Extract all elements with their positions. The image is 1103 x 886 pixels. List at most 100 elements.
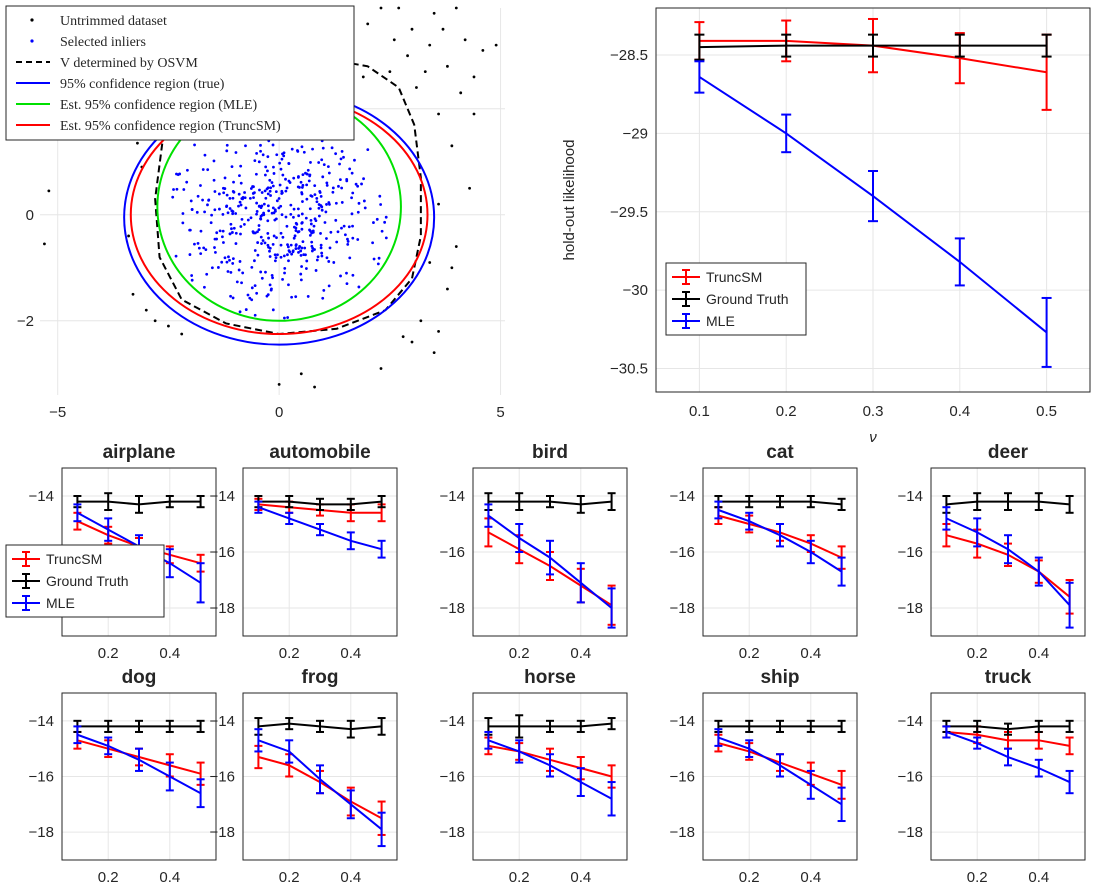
- inlier-point: [270, 273, 274, 277]
- inlier-point: [213, 246, 216, 249]
- inlier-point: [250, 286, 254, 290]
- x-tick-label: 0.4: [800, 645, 821, 662]
- inlier-point: [363, 206, 367, 210]
- inlier-point: [251, 185, 254, 188]
- inlier-point: [335, 240, 339, 244]
- y-tick-label: −16: [29, 769, 54, 786]
- inlier-point: [266, 232, 270, 235]
- inlier-point: [281, 173, 285, 177]
- inlier-point: [297, 250, 300, 254]
- inlier-point: [299, 278, 303, 282]
- inlier-point: [311, 246, 315, 250]
- inlier-point: [214, 250, 217, 254]
- x-tick-label: 0.2: [967, 869, 988, 886]
- outlier-point: [428, 261, 432, 264]
- inlier-point: [283, 316, 286, 320]
- inlier-point: [300, 186, 304, 189]
- inlier-point: [268, 249, 271, 253]
- inlier-point: [290, 252, 294, 256]
- panel-title: bird: [532, 442, 568, 463]
- inlier-point: [266, 219, 270, 223]
- inlier-point: [265, 294, 269, 298]
- inlier-point: [279, 204, 283, 208]
- inlier-point: [263, 189, 267, 193]
- outlier-point: [437, 329, 440, 333]
- inlier-point: [271, 242, 275, 246]
- inlier-point: [257, 224, 261, 227]
- inlier-point: [305, 197, 309, 201]
- legend-label: MLE: [46, 595, 75, 611]
- inlier-point: [353, 158, 356, 162]
- inlier-point: [231, 196, 235, 200]
- inlier-point: [339, 274, 342, 278]
- inlier-point: [226, 270, 230, 273]
- x-tick-label: −5: [49, 404, 66, 421]
- inlier-point: [261, 239, 265, 242]
- outlier-point: [410, 27, 414, 31]
- inlier-point: [277, 197, 281, 200]
- panel-title: deer: [988, 442, 1029, 463]
- inlier-point: [267, 236, 270, 240]
- inlier-point: [276, 253, 279, 257]
- inlier-point: [318, 191, 322, 194]
- inlier-point: [250, 265, 254, 269]
- outlier-point: [494, 43, 498, 47]
- inlier-point: [321, 146, 325, 150]
- inlier-point: [262, 213, 266, 217]
- inlier-point: [293, 234, 297, 238]
- inlier-point: [263, 173, 267, 177]
- outlier-point: [388, 70, 392, 74]
- inlier-point: [300, 227, 304, 231]
- inlier-point: [304, 253, 307, 257]
- inlier-point: [284, 177, 287, 181]
- inlier-point: [310, 249, 314, 253]
- outlier-point: [131, 292, 135, 296]
- inlier-point: [225, 143, 229, 147]
- legend-label: Est. 95% confidence region (MLE): [60, 98, 257, 113]
- inlier-point: [345, 177, 349, 181]
- inlier-point: [248, 296, 252, 300]
- inlier-point: [267, 209, 271, 213]
- x-tick-label: 0.4: [800, 869, 821, 886]
- x-tick-label: 0.4: [340, 869, 361, 886]
- inlier-point: [308, 207, 312, 211]
- inlier-point: [232, 190, 236, 194]
- inlier-point: [255, 212, 258, 216]
- outlier-point: [428, 43, 432, 47]
- inlier-point: [300, 191, 304, 194]
- inlier-point: [268, 189, 272, 193]
- inlier-point: [249, 216, 253, 220]
- inlier-point: [190, 274, 194, 277]
- inlier-point: [315, 200, 319, 204]
- inlier-point: [324, 210, 328, 214]
- inlier-point: [228, 232, 232, 236]
- inlier-point: [309, 161, 312, 164]
- inlier-point: [229, 294, 232, 298]
- inlier-point: [296, 207, 300, 211]
- inlier-point: [212, 178, 216, 182]
- inlier-point: [231, 212, 235, 216]
- inlier-point: [311, 147, 314, 151]
- inlier-point: [351, 273, 355, 277]
- scatter-legend: Untrimmed dataset Selected inliers V deter…: [5, 5, 355, 141]
- inlier-point: [217, 192, 221, 196]
- y-tick-label: −28.5: [610, 47, 648, 64]
- inlier-point: [286, 253, 289, 257]
- inlier-point: [340, 201, 344, 204]
- inlier-point: [342, 155, 345, 159]
- inlier-point: [225, 193, 229, 197]
- inlier-point: [229, 222, 233, 226]
- inlier-point: [280, 213, 284, 217]
- x-tick-label: 0.4: [1028, 869, 1049, 886]
- inlier-point: [310, 194, 314, 198]
- inlier-point: [253, 259, 256, 263]
- y-tick-label: −18: [440, 824, 465, 841]
- inlier-point: [238, 174, 241, 178]
- inlier-point: [190, 278, 194, 282]
- inlier-point: [256, 241, 260, 244]
- inlier-point: [315, 197, 319, 200]
- inlier-point: [317, 206, 321, 210]
- inlier-point: [330, 146, 334, 150]
- inlier-point: [366, 148, 370, 152]
- inlier-point: [292, 215, 295, 219]
